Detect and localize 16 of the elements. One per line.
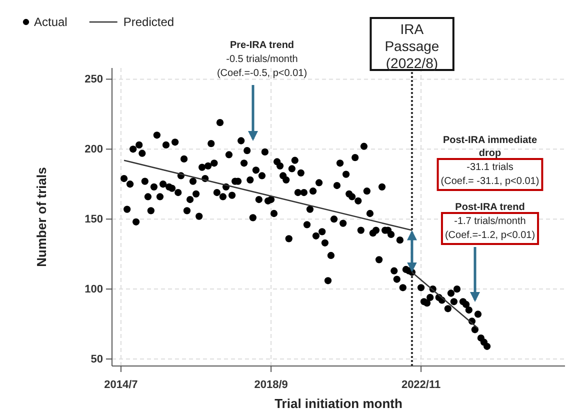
annotation: Post-IRA trend -1.7 trials/month (Coef.=-1.2, p<0.01)	[444, 202, 536, 241]
y-tick-label: 200	[84, 144, 103, 156]
x-tick-label: 2018/9	[254, 379, 288, 392]
x-axis-title: Trial initiation month	[274, 396, 402, 411]
annotation: Pre-IRA trend -0.5 trials/month (Coef.=-0.5, p<0.01)	[216, 40, 308, 79]
legend-label: Predicted	[123, 15, 174, 29]
y-tick-label: 50	[90, 354, 103, 366]
y-tick-label: 250	[84, 74, 103, 86]
y-tick-label: 100	[84, 284, 103, 296]
y-tick-label: 150	[84, 214, 103, 226]
x-tick-label: 2022/11	[401, 379, 441, 392]
annotation: Post-IRA immediate drop -31.1 trials (Coef.= -31.1, p<0.01)	[440, 135, 540, 187]
ref-line-label: IRA Passage (2022/8)	[384, 21, 440, 71]
legend-label: Actual	[34, 15, 68, 29]
x-tick-label: 2014/7	[104, 379, 138, 392]
y-axis-title: Number of trials	[34, 167, 49, 267]
